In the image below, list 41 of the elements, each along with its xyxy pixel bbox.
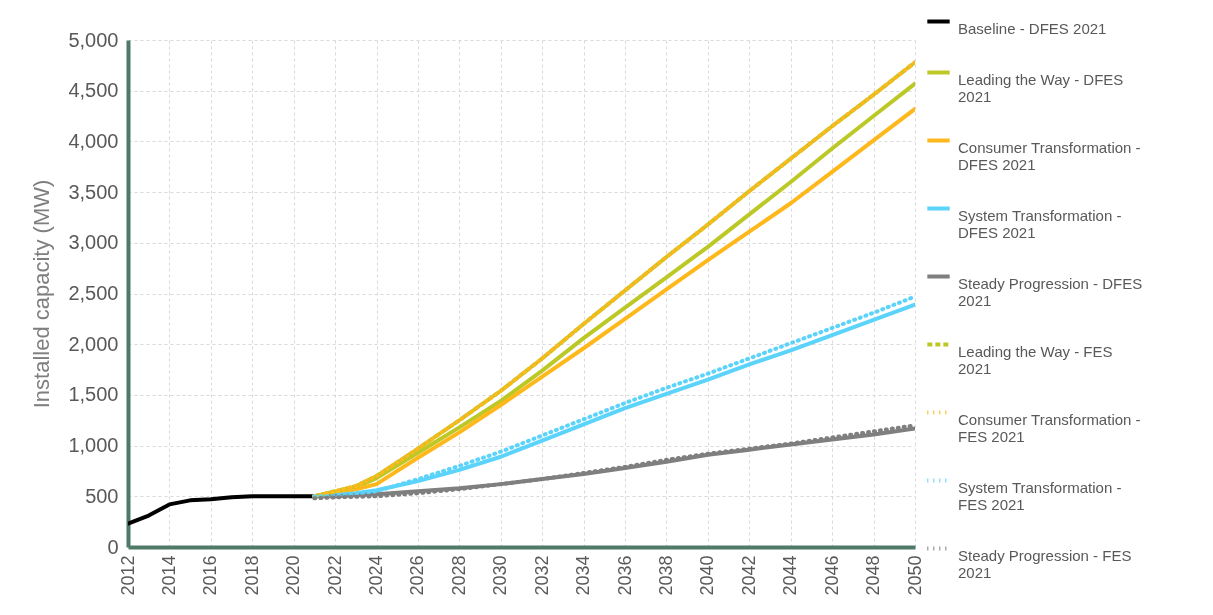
legend-label: Baseline - DFES 2021 [958,19,1107,37]
y-tick-label: 3,500 [68,180,119,203]
legend-label: Consumer Transformation - FES 2021 [958,410,1141,445]
legend-label: System Transformation - FES 2021 [958,478,1122,513]
legend-label: Consumer Transformation - DFES 2021 [958,138,1141,173]
legend-label: Leading the Way - FES 2021 [958,342,1113,377]
x-tick-label: 2044 [780,555,801,596]
x-tick-label: 2034 [573,555,594,596]
x-tick-label: 2012 [117,555,138,596]
x-tick-label: 2032 [531,555,552,596]
x-tick-label: 2014 [158,555,179,596]
y-tick-label: 3,000 [68,231,119,254]
x-tick-label: 2026 [407,555,428,596]
x-tick-label: 2040 [697,555,718,596]
x-tick-label: 2022 [324,555,345,596]
y-tick-label: 2,000 [68,332,119,355]
y-axis-title: Installed capacity (MW) [29,179,55,409]
x-tick-label: 2016 [200,555,221,596]
y-tick-label: 1,500 [68,383,119,406]
x-tick-label: 2038 [655,555,676,596]
y-tick-label: 4,500 [68,79,119,102]
legend-label: System Transformation - DFES 2021 [958,206,1122,241]
y-tick-label: 500 [85,484,119,507]
x-tick-label: 2046 [821,555,842,596]
legend-label: Steady Progression - FES 2021 [958,546,1132,581]
y-tick-label: 2,500 [68,282,119,304]
x-tick-label: 2018 [241,555,262,596]
y-tick-label: 1,000 [68,434,119,457]
x-tick-label: 2042 [738,555,759,596]
x-tick-label: 2048 [863,555,884,596]
x-tick-label: 2024 [366,555,387,596]
y-tick-label: 4,000 [68,129,119,152]
x-tick-label: 2036 [614,555,635,596]
legend-label: Steady Progression - DFES 2021 [958,274,1143,309]
x-tick-label: 2050 [904,555,925,596]
x-tick-label: 2030 [490,555,511,596]
legend-label: Leading the Way - DFES 2021 [958,70,1124,105]
x-tick-label: 2020 [283,555,304,596]
x-tick-label: 2028 [448,555,469,596]
y-tick-label: 5,000 [68,28,119,51]
y-tick-label: 0 [107,535,119,558]
